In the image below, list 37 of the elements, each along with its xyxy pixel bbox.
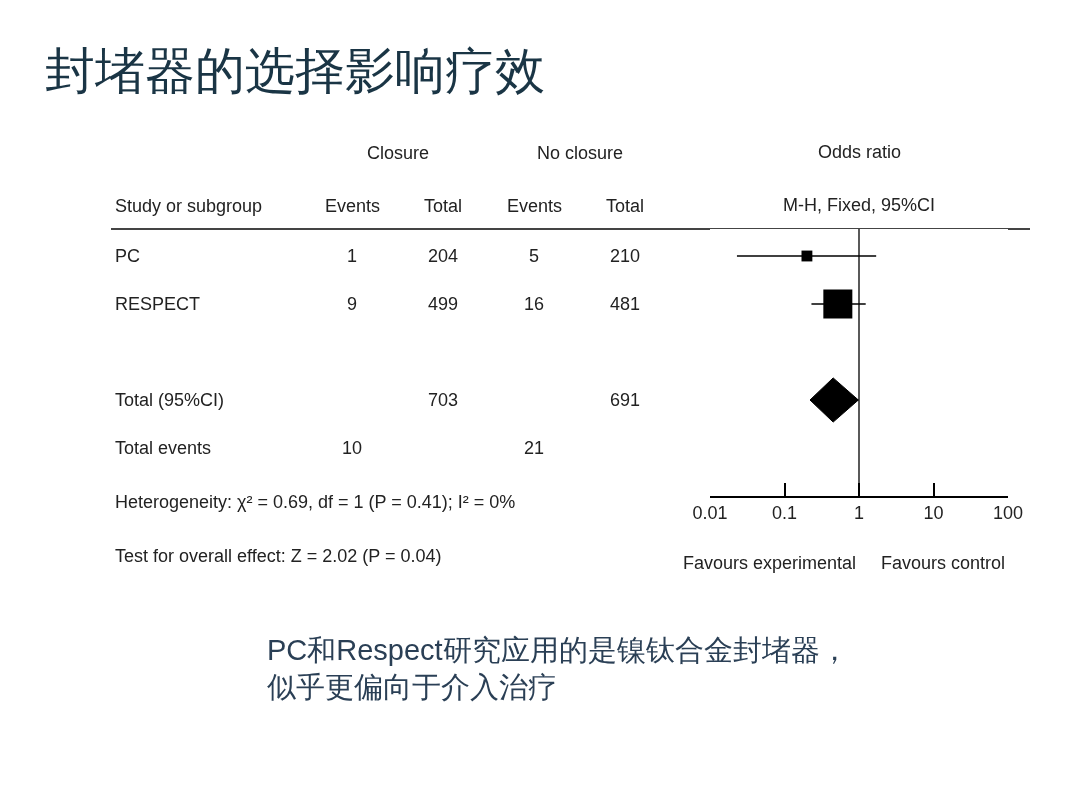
text: Closure [367, 143, 430, 163]
category-label: RESPECT [115, 294, 201, 314]
text: 5 [529, 246, 540, 266]
x-tick-label: 0.01 [692, 503, 728, 524]
category-label: Total [606, 196, 645, 216]
text: 16 [524, 294, 545, 314]
chart-title: Odds ratio [818, 142, 902, 162]
chart-subtitle: M-H, Fixed, 95%CI [783, 195, 936, 215]
x-tick-label: 1 [853, 503, 865, 524]
category-label: Events [507, 196, 563, 216]
text: Test for overall effect: Z = 2.02 (P = 0.04) [115, 546, 442, 566]
text: 204 [428, 246, 459, 266]
text: 封堵器的选择影响疗效 [45, 42, 545, 99]
text: No closure [537, 143, 624, 163]
text: PC和Respect研究应用的是镍钛合金封堵器， [267, 634, 849, 666]
category-label: Total events [115, 438, 212, 458]
text: 9 [347, 294, 358, 314]
text: 691 [610, 390, 641, 410]
x-tick-label: 0.1 [771, 503, 798, 524]
text: 1 [347, 246, 358, 266]
x-tick-label: 100 [992, 503, 1024, 524]
text: Favours control [881, 553, 1006, 573]
x-tick-label: 10 [923, 503, 944, 524]
text: 481 [610, 294, 641, 314]
text: Favours experimental [683, 553, 857, 573]
category-label: Total [424, 196, 463, 216]
category-label: Events [325, 196, 381, 216]
category-label: PC [115, 246, 141, 266]
text: Heterogeneity: χ² = 0.69, df = 1 (P = 0.41); I² = 0% [115, 492, 516, 512]
text: 210 [610, 246, 641, 266]
category-label: Total (95%CI) [115, 390, 225, 410]
text: 499 [428, 294, 459, 314]
text: Study or subgroup [115, 196, 263, 216]
text: 似乎更偏向于介入治疗 [267, 671, 557, 703]
text: 703 [428, 390, 459, 410]
text: 10 [342, 438, 363, 458]
text: 21 [524, 438, 545, 458]
